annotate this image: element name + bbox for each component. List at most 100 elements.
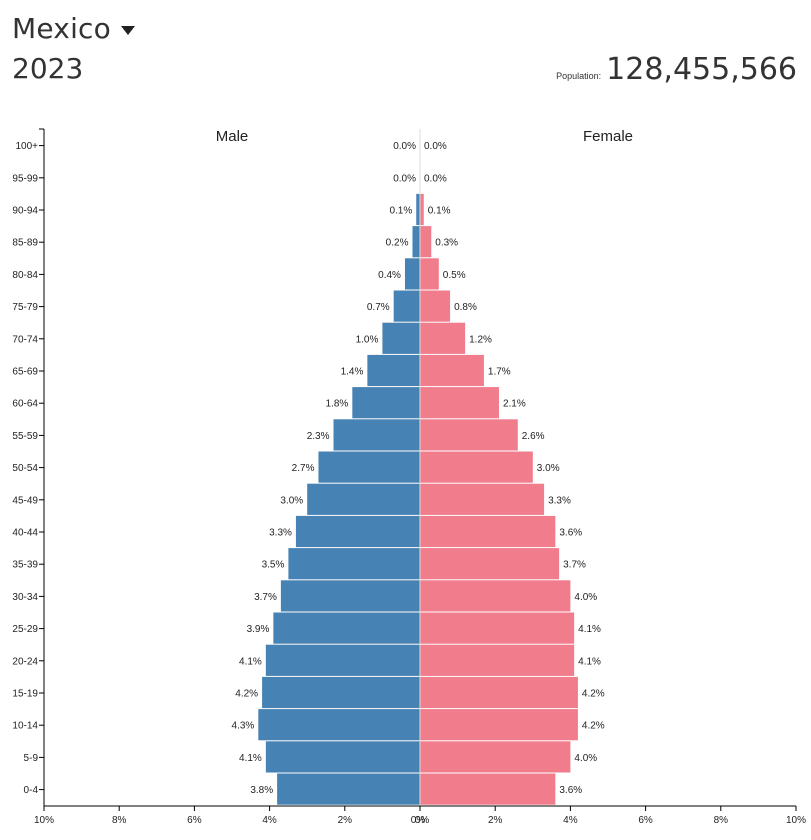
female-bar-70-74 xyxy=(420,322,466,354)
x-tick-label: 8% xyxy=(112,815,127,826)
male-bar-25-29 xyxy=(273,612,420,644)
female-bar-80-84 xyxy=(420,258,439,290)
female-bar-label: 3.7% xyxy=(563,560,586,571)
male-bar-85-89 xyxy=(412,226,420,258)
female-bar-label: 0.1% xyxy=(428,206,451,217)
female-bar-10-14 xyxy=(420,709,578,741)
male-bar-90-94 xyxy=(416,193,420,226)
female-bar-label: 4.2% xyxy=(582,721,605,732)
female-bar-label: 1.2% xyxy=(469,334,492,345)
y-tick-label: 70-74 xyxy=(12,334,38,345)
x-tick-label: 0% xyxy=(415,815,430,826)
female-bar-label: 3.0% xyxy=(537,463,560,474)
female-bar-label: 0.0% xyxy=(424,173,447,184)
male-bar-15-19 xyxy=(262,676,420,709)
male-bar-75-79 xyxy=(393,290,420,322)
country-dropdown[interactable]: Mexico xyxy=(12,12,135,45)
male-bar-label: 4.1% xyxy=(239,753,262,764)
population-value: 128,455,566 xyxy=(606,52,797,87)
male-bar-label: 2.7% xyxy=(292,463,315,474)
female-bar-65-69 xyxy=(420,354,484,387)
female-bar-label: 4.0% xyxy=(574,753,597,764)
female-bar-label: 4.2% xyxy=(582,689,605,700)
male-bar-label: 1.8% xyxy=(326,399,349,410)
female-bar-label: 2.6% xyxy=(522,431,545,442)
male-bar-label: 1.0% xyxy=(356,334,379,345)
caret-down-icon[interactable] xyxy=(120,26,135,35)
female-bar-90-94 xyxy=(420,193,424,226)
male-bar-label: 4.2% xyxy=(235,689,258,700)
y-tick-label: 25-29 xyxy=(12,624,38,635)
male-bar-label: 0.0% xyxy=(393,173,416,184)
male-bar-label: 1.4% xyxy=(341,367,364,378)
x-tick-label: 10% xyxy=(786,815,806,826)
female-bar-label: 0.3% xyxy=(435,238,458,249)
female-bar-label: 3.6% xyxy=(559,528,582,539)
x-tick-label: 0% xyxy=(411,815,426,826)
female-bar-45-49 xyxy=(420,483,545,515)
female-bar-30-34 xyxy=(420,580,571,612)
female-bar-55-59 xyxy=(420,419,518,451)
male-bar-label: 0.0% xyxy=(393,141,416,152)
male-bar-label: 4.3% xyxy=(232,721,255,732)
male-bar-45-49 xyxy=(307,483,420,515)
y-tick-label: 55-59 xyxy=(12,431,38,442)
y-tick-label: 45-49 xyxy=(12,495,38,506)
male-bar-label: 3.5% xyxy=(262,560,285,571)
male-bar-label: 3.8% xyxy=(250,785,273,796)
male-bar-label: 0.1% xyxy=(389,206,412,217)
female-bar-25-29 xyxy=(420,612,575,644)
male-bar-label: 0.2% xyxy=(386,238,409,249)
male-series-label: Male xyxy=(216,128,249,145)
y-tick-label: 60-64 xyxy=(12,399,38,410)
male-bar-label: 3.7% xyxy=(254,592,277,603)
female-bar-label: 1.7% xyxy=(488,367,511,378)
female-bar-label: 3.3% xyxy=(548,495,571,506)
x-tick-label: 8% xyxy=(714,815,729,826)
y-tick-label: 90-94 xyxy=(12,206,38,217)
male-bar-label: 3.0% xyxy=(280,495,303,506)
y-tick-label: 50-54 xyxy=(12,463,38,474)
female-bar-label: 4.1% xyxy=(578,656,601,667)
male-bar-60-64 xyxy=(352,387,420,419)
x-tick-label: 4% xyxy=(262,815,277,826)
male-bar-label: 3.9% xyxy=(247,624,270,635)
female-bar-label: 0.5% xyxy=(443,270,466,281)
male-bar-label: 3.3% xyxy=(269,528,292,539)
y-tick-label: 10-14 xyxy=(12,721,38,732)
country-name: Mexico xyxy=(12,12,111,45)
male-bar-label: 0.7% xyxy=(367,302,390,313)
male-bar-5-9 xyxy=(265,741,420,773)
y-tick-label: 85-89 xyxy=(12,238,38,249)
x-tick-label: 4% xyxy=(563,815,578,826)
y-tick-label: 30-34 xyxy=(12,592,38,603)
x-tick-label: 10% xyxy=(34,815,54,826)
female-bar-label: 0.8% xyxy=(454,302,477,313)
y-tick-label: 15-19 xyxy=(12,689,38,700)
male-bar-50-54 xyxy=(318,451,420,483)
male-bar-80-84 xyxy=(404,258,420,290)
y-tick-label: 0-4 xyxy=(24,785,39,796)
population-label: Population: xyxy=(556,71,602,81)
y-tick-label: 5-9 xyxy=(24,753,39,764)
female-bar-label: 2.1% xyxy=(503,399,526,410)
female-series-label: Female xyxy=(583,128,633,145)
population-readout: Population: 128,455,566 xyxy=(556,52,797,87)
female-bar-40-44 xyxy=(420,515,556,548)
female-bar-85-89 xyxy=(420,226,432,258)
year-label: 2023 xyxy=(12,52,84,85)
x-tick-label: 6% xyxy=(638,815,653,826)
female-bar-35-39 xyxy=(420,548,560,580)
y-tick-label: 80-84 xyxy=(12,270,38,281)
female-bar-60-64 xyxy=(420,387,499,419)
y-tick-label: 95-99 xyxy=(12,173,38,184)
female-bar-5-9 xyxy=(420,741,571,773)
male-bar-35-39 xyxy=(288,548,420,580)
male-bar-label: 2.3% xyxy=(307,431,330,442)
male-bar-30-34 xyxy=(280,580,420,612)
y-tick-label: 100+ xyxy=(15,141,38,152)
female-bar-label: 4.0% xyxy=(574,592,597,603)
female-bar-20-24 xyxy=(420,644,575,676)
x-tick-label: 2% xyxy=(338,815,353,826)
female-bar-label: 3.6% xyxy=(559,785,582,796)
